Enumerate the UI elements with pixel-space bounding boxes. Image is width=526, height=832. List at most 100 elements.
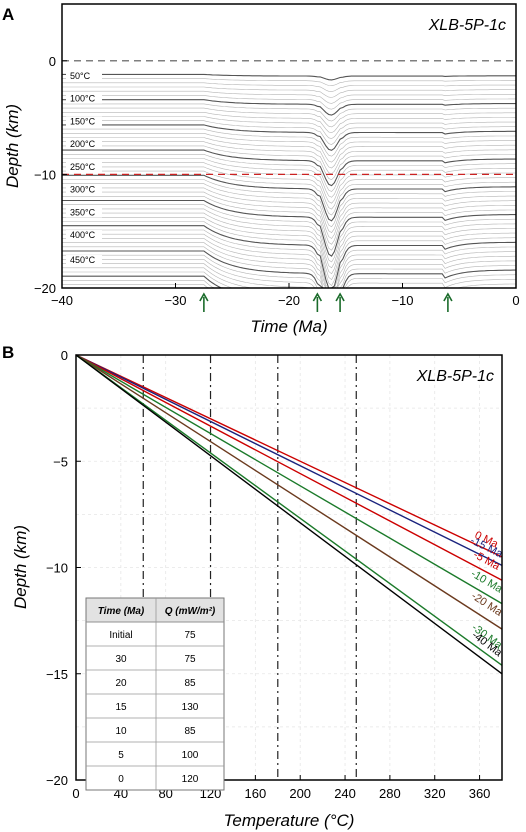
table-cell: 85 — [184, 678, 196, 689]
isotherm-line — [62, 154, 516, 192]
isotherm-label-bg — [66, 255, 102, 266]
isotherm-line — [62, 112, 516, 134]
x-tick-label: 200 — [289, 786, 311, 801]
y-tick-label: 0 — [61, 348, 68, 363]
panel-b-y-ticks: 0 −5 −10 −15 −20 — [46, 348, 81, 788]
isotherm-label: 250°C — [70, 162, 96, 172]
y-tick-label: −20 — [46, 773, 68, 788]
panel-a-x-ticks: −40 −30 −20 −10 0 — [51, 283, 520, 308]
isotherm-label-bg — [66, 207, 102, 218]
panel-a-y-axis-title: Depth (km) — [3, 104, 22, 188]
isotherm-label: 50°C — [70, 71, 91, 81]
x-tick-label: 240 — [334, 786, 356, 801]
table-cell: Initial — [109, 630, 132, 641]
panel-b-geotherms — [75, 354, 503, 675]
isotherm-label-bg — [66, 93, 102, 104]
y-tick-label: −20 — [34, 281, 56, 296]
event-arrow-icon — [312, 292, 323, 312]
panel-b-y-axis-title: Depth (km) — [11, 525, 30, 609]
isotherm-line — [62, 196, 516, 251]
isotherm-line — [62, 158, 516, 198]
isotherm-label: 300°C — [70, 185, 96, 195]
table-cell: 5 — [118, 750, 124, 761]
isotherm-label: 400°C — [70, 230, 96, 240]
geotherm-line — [75, 354, 503, 666]
panel-b-x-axis-title: Temperature (°C) — [224, 811, 355, 830]
y-tick-label: −10 — [46, 561, 68, 576]
x-tick-label: −40 — [51, 293, 73, 308]
isotherm-line — [62, 145, 516, 181]
x-tick-label: −20 — [278, 293, 300, 308]
isotherm-line — [62, 103, 516, 122]
table-cell: 15 — [115, 702, 127, 713]
isotherm-line — [62, 133, 516, 163]
table-cell: 0 — [118, 774, 124, 785]
isotherm-label-bg — [66, 184, 102, 195]
x-tick-label: 280 — [379, 786, 401, 801]
panel-a-well-label: XLB-5P-1c — [428, 17, 506, 34]
isotherm-line — [62, 212, 516, 275]
table-cell: 75 — [184, 654, 196, 665]
isotherm-line — [62, 250, 516, 289]
isotherm-line — [62, 73, 516, 81]
isotherm-line — [62, 116, 516, 139]
isotherm-line — [62, 149, 516, 187]
isotherm-line — [62, 259, 516, 289]
isotherm-line — [62, 217, 516, 281]
isotherm-line — [62, 99, 516, 116]
isotherm-label-bg — [66, 230, 102, 241]
event-arrow-icon — [335, 292, 345, 312]
y-tick-label: 0 — [49, 54, 56, 69]
isotherm-line — [62, 82, 516, 92]
isotherm-label-bg — [66, 161, 102, 172]
panel-a: A 50°C 100°C 150°C 200°C 250°C 300°C 350°C 400°… — [2, 3, 520, 336]
table-cell: 20 — [115, 678, 127, 689]
isotherm-label: 150°C — [70, 116, 96, 126]
geotherm-line — [75, 354, 503, 630]
isotherm-line — [62, 191, 517, 245]
isotherm-label: 100°C — [70, 94, 96, 104]
isotherm-line — [62, 183, 516, 234]
table-header-cell: Time (Ma) — [98, 606, 145, 617]
isotherm-line — [62, 204, 516, 263]
heat-flow-table: Time (Ma) Q (mW/m²) Initial 75 30 75 20 85 15 130… — [85, 597, 225, 791]
table-cell: 100 — [182, 750, 199, 761]
table-cell: 10 — [115, 726, 127, 737]
table-cell: 30 — [115, 654, 127, 665]
isotherm-line — [62, 174, 516, 222]
isotherm-line — [62, 90, 516, 104]
geotherm-line — [75, 354, 503, 675]
x-tick-label: −30 — [164, 293, 186, 308]
geotherm-line — [75, 354, 503, 605]
geotherm-line — [75, 354, 503, 567]
isotherm-line — [62, 254, 517, 289]
panel-b-well-label: XLB-5P-1c — [416, 368, 494, 385]
panel-b: B 0 Ma-15 Ma-5 Ma-10 Ma-20 Ma-30 Ma-40 M… — [2, 343, 505, 830]
panel-a-reference-lines — [62, 60, 516, 175]
panel-letter-b: B — [2, 343, 14, 362]
y-tick-label: −5 — [53, 454, 68, 469]
x-tick-label: 320 — [424, 786, 446, 801]
panel-letter-a: A — [2, 5, 14, 24]
isotherm-line — [62, 199, 516, 257]
geotherm-line — [75, 354, 503, 558]
isotherm-label-bg — [66, 139, 102, 150]
isotherm-line — [62, 120, 516, 145]
isotherm-label: 350°C — [70, 207, 96, 217]
x-tick-label: 0 — [72, 786, 79, 801]
panel-a-event-arrows — [199, 292, 453, 312]
isotherm-line — [62, 208, 517, 269]
geotherm-line — [75, 354, 503, 581]
isotherm-line — [62, 124, 516, 151]
y-tick-label: −15 — [46, 667, 68, 682]
event-arrow-icon — [443, 292, 453, 312]
x-tick-label: 160 — [245, 786, 267, 801]
isotherm-line — [62, 242, 516, 289]
event-arrow-icon — [199, 292, 209, 312]
isotherm-line — [62, 225, 517, 289]
y-tick-label: −10 — [34, 167, 56, 182]
isotherm-line — [62, 107, 516, 128]
isotherm-line — [62, 233, 516, 289]
panel-a-y-ticks: 0 −10 −20 — [34, 54, 67, 296]
